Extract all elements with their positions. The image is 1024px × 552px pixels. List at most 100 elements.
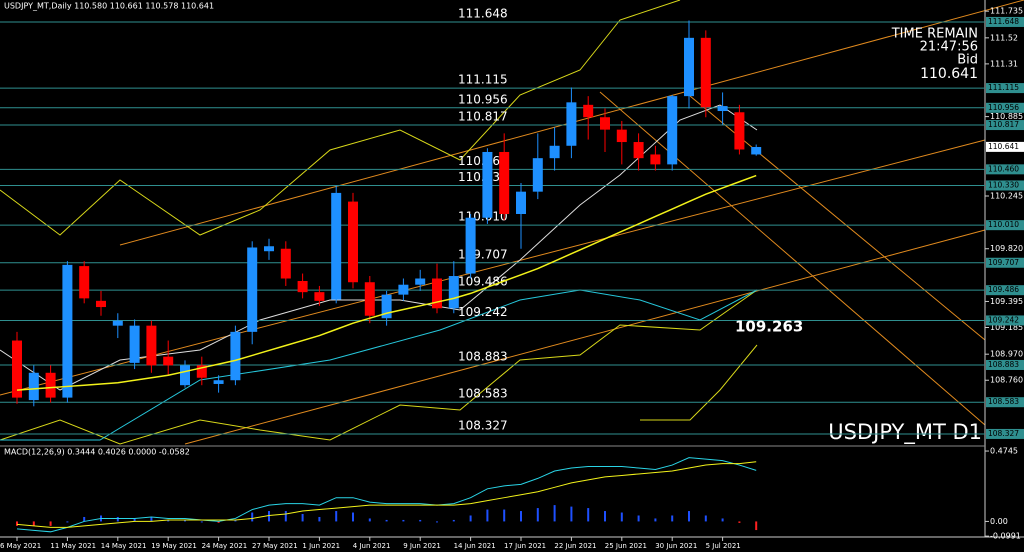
- candle-body: [667, 96, 678, 165]
- level-price-label: 110.010: [988, 220, 1019, 229]
- level-price-label: 108.883: [988, 360, 1019, 369]
- macd-histogram-bar: [150, 516, 153, 522]
- timer-time: 21:47:56: [920, 40, 978, 55]
- candle-body: [264, 246, 274, 252]
- level-price-box: [986, 164, 1024, 175]
- macd-histogram-bar: [32, 521, 35, 526]
- candle-body: [12, 340, 22, 398]
- level-label: 108.327: [458, 418, 508, 432]
- candle-body: [482, 151, 493, 218]
- x-tick-label: 5 Jul 2021: [706, 542, 741, 550]
- candle-body: [415, 278, 426, 285]
- level-label: 109.486: [458, 275, 508, 289]
- level-price-box: [986, 285, 1024, 296]
- slow-line: [0, 289, 758, 441]
- macd-histogram-bar: [385, 519, 388, 522]
- upper-band: [0, 0, 681, 236]
- level-price-label: 110.460: [988, 164, 1019, 173]
- x-tick-label: 9 Jun 2021: [403, 542, 441, 550]
- macd-histogram-bar: [268, 511, 270, 522]
- macd-histogram-bar: [503, 509, 506, 522]
- macd-tick-label: -0.0991: [990, 532, 1021, 541]
- x-tick-label: 25 Jun 2021: [605, 542, 647, 550]
- macd-histogram-bar: [654, 518, 657, 522]
- macd-signal-line: [16, 461, 757, 528]
- candle-body: [62, 264, 73, 398]
- candle-body: [364, 282, 375, 316]
- macd-histogram-bar: [49, 521, 52, 526]
- bid-label: Bid: [957, 53, 978, 68]
- macd-tick-label: 0.4745: [990, 447, 1018, 456]
- macd-histogram-bar: [436, 521, 438, 523]
- candle-body: [616, 129, 627, 143]
- macd-histogram-bar: [83, 516, 86, 522]
- candle-body: [129, 325, 140, 363]
- level-price-label: 109.707: [988, 258, 1019, 267]
- candle-body: [751, 147, 762, 155]
- macd-histogram-bar: [469, 515, 472, 522]
- candle-body: [96, 300, 106, 308]
- x-tick-label: 30 Jun 2021: [655, 542, 697, 550]
- level-label: 109.242: [458, 305, 508, 319]
- y-tick-label: 111.31: [990, 59, 1018, 68]
- y-tick-label: 109.185: [990, 323, 1023, 332]
- level-price-box: [986, 397, 1024, 408]
- level-label: 110.817: [458, 110, 508, 124]
- macd-histogram-bar: [167, 519, 170, 522]
- level-price-label: 108.583: [988, 397, 1019, 406]
- macd-histogram-bar: [16, 521, 18, 526]
- x-tick-label: 27 May 2021: [252, 542, 298, 550]
- x-tick-label: 17 Jun 2021: [504, 542, 546, 550]
- candle-body: [331, 192, 342, 300]
- macd-histogram-bar: [637, 515, 640, 522]
- candle-body: [314, 292, 325, 301]
- level-price-label: 111.115: [988, 83, 1019, 92]
- level-price-box: [986, 257, 1024, 268]
- macd-tick-label: 0.00: [990, 517, 1008, 526]
- level-price-label: 110.817: [988, 120, 1019, 129]
- level-price-box: [986, 359, 1024, 370]
- x-tick-label: 14 Jun 2021: [454, 542, 496, 550]
- candle-body: [112, 320, 123, 326]
- macd-histogram-bar: [368, 518, 371, 522]
- bid-price-label: 110.641: [988, 142, 1019, 151]
- candle-body: [297, 280, 308, 293]
- candle-body: [600, 117, 610, 130]
- bid-price-box: [986, 141, 1024, 152]
- level-price-box: [986, 220, 1024, 231]
- macd-histogram-bar: [352, 512, 354, 522]
- candle-body: [465, 217, 476, 274]
- macd-histogram-bar: [671, 515, 674, 522]
- y-tick-label: 110.245: [990, 192, 1023, 201]
- macd-histogram-bar: [251, 512, 254, 522]
- moving-average: [16, 174, 757, 391]
- candle-body: [163, 356, 174, 366]
- y-tick-label: 111.52: [990, 33, 1018, 42]
- level-label: 108.883: [458, 349, 508, 363]
- trend-line: [599, 91, 986, 426]
- x-tick-label: 1 Jun 2021: [302, 542, 340, 550]
- level-label: 108.583: [458, 387, 508, 401]
- macd-histogram-bar: [553, 505, 556, 522]
- candle-body: [146, 325, 157, 366]
- candle-body: [213, 380, 224, 384]
- candle-body: [633, 142, 644, 159]
- candle-body: [432, 278, 442, 309]
- macd-histogram-bar: [486, 509, 489, 522]
- level-price-box: [986, 180, 1024, 191]
- candle-body: [516, 191, 526, 214]
- macd-histogram-bar: [217, 521, 220, 523]
- macd-histogram-bar: [200, 521, 203, 523]
- candle-body: [79, 266, 90, 299]
- y-tick-label: 108.970: [990, 350, 1023, 359]
- candle-body: [650, 154, 661, 165]
- candle-body: [45, 372, 56, 398]
- candle-body: [230, 331, 241, 381]
- candle-body: [532, 158, 543, 192]
- x-tick-label: 6 May 2021: [0, 542, 41, 550]
- candle-body: [583, 104, 594, 118]
- macd-histogram-bar: [452, 519, 455, 522]
- level-price-box: [986, 120, 1024, 131]
- level-label: 111.115: [458, 73, 508, 87]
